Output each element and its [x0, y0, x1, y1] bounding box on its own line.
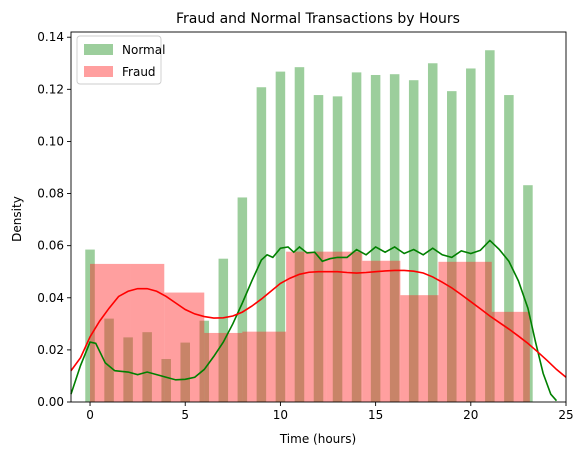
y-tick-label: 0.14	[37, 30, 64, 44]
y-axis-label: Density	[10, 196, 24, 242]
y-tick-label: 0.06	[37, 239, 64, 253]
y-tick-label: 0.04	[37, 291, 64, 305]
y-tick-label: 0.00	[37, 395, 64, 409]
x-tick-label: 10	[273, 408, 288, 422]
x-axis-ticks: 0 5 10 15 20 25	[86, 402, 573, 422]
y-tick-label: 0.02	[37, 343, 64, 357]
x-tick-label: 0	[86, 408, 94, 422]
y-axis-ticks: 0.00 0.02 0.04 0.06 0.08 0.10 0.12 0.14	[37, 30, 71, 409]
legend: Normal Fraud	[77, 36, 165, 84]
fraud-bar-4	[242, 332, 286, 402]
x-tick-label: 5	[181, 408, 189, 422]
legend-swatch-fraud	[84, 66, 113, 77]
fraud-bar-1	[130, 264, 164, 402]
fraud-bars	[90, 252, 530, 402]
x-tick-label: 20	[463, 408, 478, 422]
y-tick-label: 0.10	[37, 134, 64, 148]
legend-label-fraud: Fraud	[122, 65, 156, 79]
fraud-bar-0	[90, 264, 130, 402]
chart-title: Fraud and Normal Transactions by Hours	[176, 11, 460, 27]
legend-label-normal: Normal	[122, 43, 165, 57]
fraud-bar-8	[400, 295, 438, 402]
fraud-bar-6	[326, 252, 362, 402]
y-tick-label: 0.12	[37, 82, 64, 96]
fraud-bar-9	[438, 262, 491, 402]
legend-swatch-normal	[84, 44, 113, 55]
x-tick-label: 25	[558, 408, 573, 422]
x-tick-label: 15	[368, 408, 383, 422]
fraud-bar-10	[492, 312, 530, 402]
fraud-bar-7	[362, 261, 400, 402]
x-axis-label: Time (hours)	[279, 432, 356, 446]
fraud-bar-5	[286, 252, 326, 402]
y-tick-label: 0.08	[37, 187, 64, 201]
